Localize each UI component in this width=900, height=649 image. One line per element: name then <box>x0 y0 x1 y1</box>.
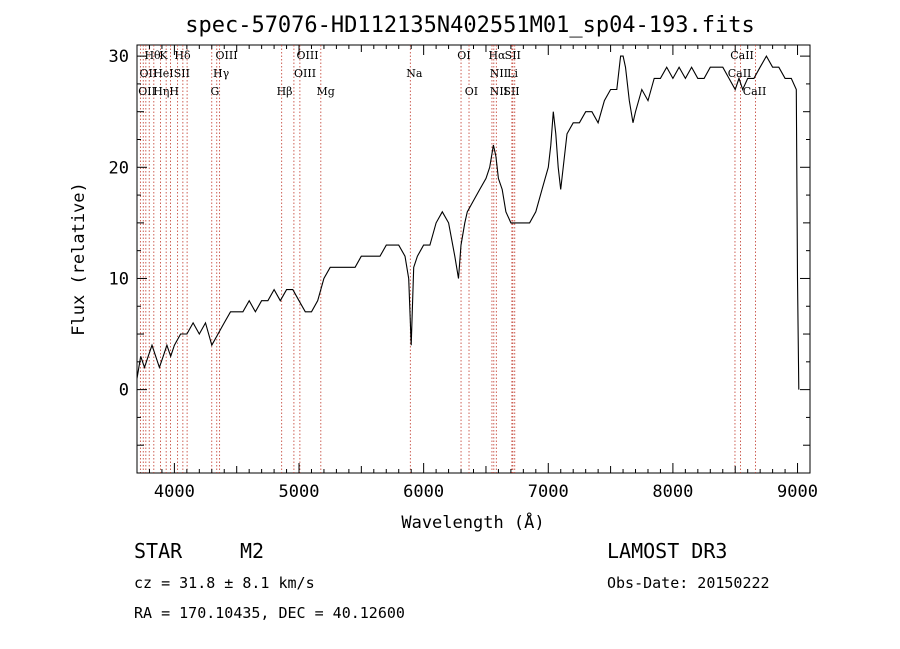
spectral-line-label: OII <box>139 67 157 80</box>
spectral-line-label: K <box>159 49 168 62</box>
spectral-line-label: Li <box>507 67 518 80</box>
chart-title: spec-57076-HD112135N402551M01_sp04-193.f… <box>185 13 755 38</box>
x-axis-label: Wavelength (Å) <box>401 511 544 533</box>
x-tick-label: 7000 <box>528 482 569 502</box>
observation-date: Obs-Date: 20150222 <box>607 574 770 592</box>
x-axis-ticks: 4000 5000 6000 7000 8000 9000 <box>136 45 818 502</box>
x-tick-label: 9000 <box>777 482 818 502</box>
y-axis-ticks: 0 10 20 30 <box>109 47 810 474</box>
spectral-line-label: Hβ <box>277 85 293 98</box>
y-tick-label: 0 <box>119 381 129 401</box>
spectral-line-label: Hγ <box>213 67 230 80</box>
spectral-line-label: CaII <box>743 85 767 98</box>
spectral-line-label: OII <box>138 85 156 98</box>
spectral-line-label: Mg <box>316 85 334 98</box>
spectral-line-label: NII <box>490 67 508 80</box>
y-tick-label: 30 <box>109 47 129 67</box>
spectral-lines <box>139 45 756 473</box>
spectral-line-label: CaII <box>728 67 752 80</box>
ra-dec: RA = 170.10435, DEC = 40.12600 <box>134 604 405 622</box>
spectral-line-label: Hθ <box>144 49 161 62</box>
y-axis-label: Flux (relative) <box>69 182 89 336</box>
spectrum-line <box>136 54 800 390</box>
spectral-line-label: OI <box>457 49 470 62</box>
y-tick-label: 10 <box>109 269 129 289</box>
spectral-line-label: SII <box>174 67 190 80</box>
spectral-line-label: HeI <box>153 67 173 80</box>
redshift-cz: cz = 31.8 ± 8.1 km/s <box>134 574 315 592</box>
spectral-line-label: SII <box>503 85 519 98</box>
object-class: STAR <box>134 539 183 563</box>
spectral-line-label: OIII <box>297 49 319 62</box>
spectral-line-label: NII <box>490 85 508 98</box>
x-tick-label: 8000 <box>652 482 693 502</box>
x-tick-label: 6000 <box>403 482 444 502</box>
y-tick-label: 20 <box>109 158 129 178</box>
x-tick-label: 4000 <box>154 482 195 502</box>
object-subclass: M2 <box>240 539 264 563</box>
plot-frame <box>136 44 811 474</box>
spectral-line-label: CaII <box>730 49 754 62</box>
x-tick-label: 5000 <box>279 482 320 502</box>
spectral-line-label: Na <box>406 67 423 80</box>
spectral-line-label: OIII <box>216 49 238 62</box>
spectral-line-label: Hη <box>153 85 169 98</box>
spectral-line-label: Hδ <box>174 49 191 62</box>
survey-name: LAMOST DR3 <box>607 539 727 563</box>
spectral-line-label: SII <box>505 49 521 62</box>
spectral-line-label: Hα <box>488 49 506 62</box>
spectral-line-label: OIII <box>294 67 316 80</box>
spectral-line-label: G <box>211 85 220 98</box>
spectral-line-label: H <box>169 85 179 98</box>
spectral-line-label: OI <box>465 85 478 98</box>
